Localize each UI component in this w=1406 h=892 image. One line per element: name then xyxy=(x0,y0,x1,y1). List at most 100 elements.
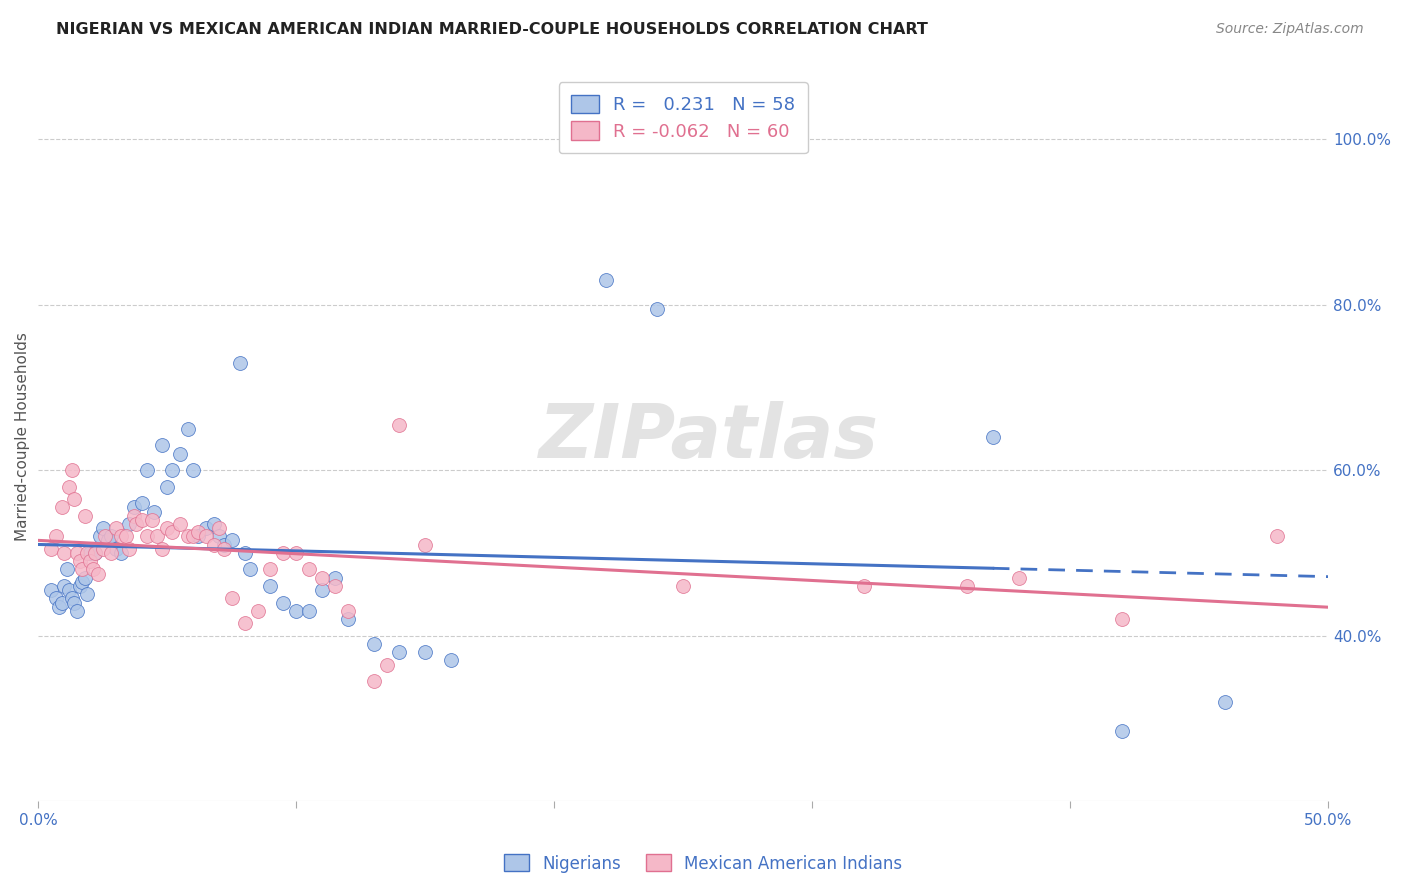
Point xyxy=(100,529,122,543)
Point xyxy=(208,529,231,543)
Point xyxy=(202,516,225,531)
Point xyxy=(58,583,80,598)
Point xyxy=(110,529,132,543)
Point xyxy=(135,529,157,543)
Point xyxy=(55,562,77,576)
Point xyxy=(58,480,80,494)
Point xyxy=(117,541,139,556)
Point xyxy=(84,546,107,560)
Point xyxy=(375,657,398,672)
Point xyxy=(135,463,157,477)
Point xyxy=(141,513,163,527)
Point xyxy=(413,645,436,659)
Point xyxy=(104,541,127,556)
Point xyxy=(259,579,281,593)
Point xyxy=(212,541,235,556)
Point xyxy=(273,596,295,610)
Point xyxy=(413,538,436,552)
Point xyxy=(162,463,184,477)
Point xyxy=(79,554,101,568)
Point xyxy=(60,591,83,606)
Point xyxy=(323,571,346,585)
Point xyxy=(1213,695,1236,709)
Point xyxy=(298,562,321,576)
Point xyxy=(45,591,67,606)
Point xyxy=(125,516,148,531)
Point xyxy=(169,447,191,461)
Point xyxy=(131,496,153,510)
Point xyxy=(1007,571,1029,585)
Point xyxy=(60,463,83,477)
Point xyxy=(595,273,617,287)
Point xyxy=(131,513,153,527)
Point xyxy=(228,355,250,369)
Point xyxy=(187,529,209,543)
Point xyxy=(69,579,91,593)
Text: NIGERIAN VS MEXICAN AMERICAN INDIAN MARRIED-COUPLE HOUSEHOLDS CORRELATION CHART: NIGERIAN VS MEXICAN AMERICAN INDIAN MARR… xyxy=(56,22,928,37)
Point xyxy=(82,562,104,576)
Point xyxy=(177,422,200,436)
Point xyxy=(336,612,359,626)
Point xyxy=(122,500,145,515)
Point xyxy=(1265,529,1288,543)
Point xyxy=(363,674,385,689)
Legend: R =   0.231   N = 58, R = -0.062   N = 60: R = 0.231 N = 58, R = -0.062 N = 60 xyxy=(558,82,807,153)
Point xyxy=(150,541,173,556)
Point xyxy=(156,480,179,494)
Point xyxy=(246,604,269,618)
Point xyxy=(285,604,308,618)
Point xyxy=(39,583,62,598)
Point xyxy=(66,546,89,560)
Point xyxy=(388,417,411,432)
Point xyxy=(311,571,333,585)
Point xyxy=(53,579,76,593)
Point xyxy=(97,533,120,548)
Point xyxy=(70,562,93,576)
Point xyxy=(285,546,308,560)
Point xyxy=(221,591,243,606)
Point xyxy=(273,546,295,560)
Point xyxy=(110,546,132,560)
Point xyxy=(73,508,96,523)
Point xyxy=(63,492,86,507)
Y-axis label: Married-couple Households: Married-couple Households xyxy=(15,333,30,541)
Point xyxy=(84,546,107,560)
Point xyxy=(150,438,173,452)
Point xyxy=(233,616,256,631)
Text: Source: ZipAtlas.com: Source: ZipAtlas.com xyxy=(1216,22,1364,37)
Point xyxy=(181,463,204,477)
Point xyxy=(195,529,218,543)
Point xyxy=(177,529,200,543)
Point xyxy=(63,596,86,610)
Point xyxy=(311,583,333,598)
Point xyxy=(48,599,70,614)
Point xyxy=(156,521,179,535)
Point xyxy=(70,574,93,589)
Point xyxy=(76,546,98,560)
Point xyxy=(233,546,256,560)
Point xyxy=(208,521,231,535)
Point xyxy=(187,525,209,540)
Point xyxy=(1111,723,1133,738)
Point xyxy=(94,529,117,543)
Point xyxy=(76,587,98,601)
Point xyxy=(73,571,96,585)
Point xyxy=(51,500,73,515)
Point xyxy=(79,546,101,560)
Point xyxy=(69,554,91,568)
Point xyxy=(336,604,359,618)
Point xyxy=(388,645,411,659)
Point xyxy=(647,301,669,316)
Point xyxy=(104,521,127,535)
Point xyxy=(195,521,218,535)
Point xyxy=(212,538,235,552)
Point xyxy=(51,596,73,610)
Point xyxy=(323,579,346,593)
Point xyxy=(239,562,262,576)
Point xyxy=(981,430,1004,444)
Legend: Nigerians, Mexican American Indians: Nigerians, Mexican American Indians xyxy=(498,847,908,880)
Point xyxy=(221,533,243,548)
Point xyxy=(363,637,385,651)
Point xyxy=(259,562,281,576)
Point xyxy=(169,516,191,531)
